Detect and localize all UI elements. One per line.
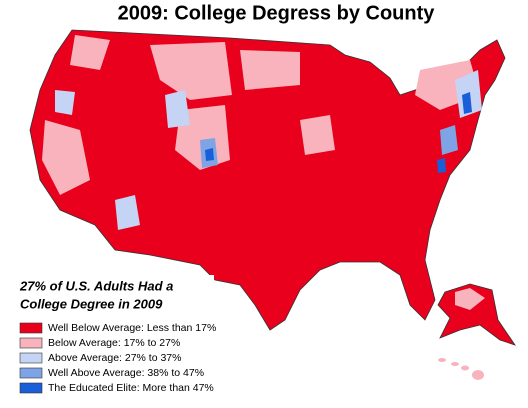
region-patch xyxy=(455,288,485,310)
region-patch xyxy=(440,125,458,155)
legend-label: The Educated Elite: More than 47% xyxy=(48,382,214,394)
region-patch xyxy=(55,90,75,115)
legend-label: Well Below Average: Less than 17% xyxy=(48,322,216,334)
map-title: 2009: College Degress by County xyxy=(118,2,436,24)
region-patch xyxy=(437,158,446,173)
region-patch xyxy=(165,90,190,128)
region-patch xyxy=(462,92,472,114)
region-patch xyxy=(240,50,300,90)
legend-swatch xyxy=(19,367,43,379)
legend-swatch xyxy=(19,337,43,349)
region-patch xyxy=(300,115,335,155)
legend-swatch xyxy=(19,322,43,334)
us-map xyxy=(29,29,516,380)
region-patch xyxy=(205,148,214,161)
note-line: 27% of U.S. Adults Had a xyxy=(19,278,173,293)
legend-label: Below Average: 17% to 27% xyxy=(48,337,180,349)
note-backing xyxy=(14,275,214,320)
region-patch xyxy=(115,195,140,230)
legend-backing xyxy=(14,318,224,394)
region-patch xyxy=(42,120,90,195)
hawaii xyxy=(438,358,484,380)
legend-label: Above Average: 27% to 37% xyxy=(48,352,182,364)
legend-swatch xyxy=(19,352,43,364)
note-line: College Degree in 2009 xyxy=(20,296,163,311)
region-patch xyxy=(150,42,232,100)
legend-label: Well Above Average: 38% to 47% xyxy=(48,367,204,379)
legend-swatch xyxy=(19,382,43,394)
region-patch xyxy=(70,35,110,70)
legend: Well Below Average: Less than 17% Below A… xyxy=(19,322,216,394)
